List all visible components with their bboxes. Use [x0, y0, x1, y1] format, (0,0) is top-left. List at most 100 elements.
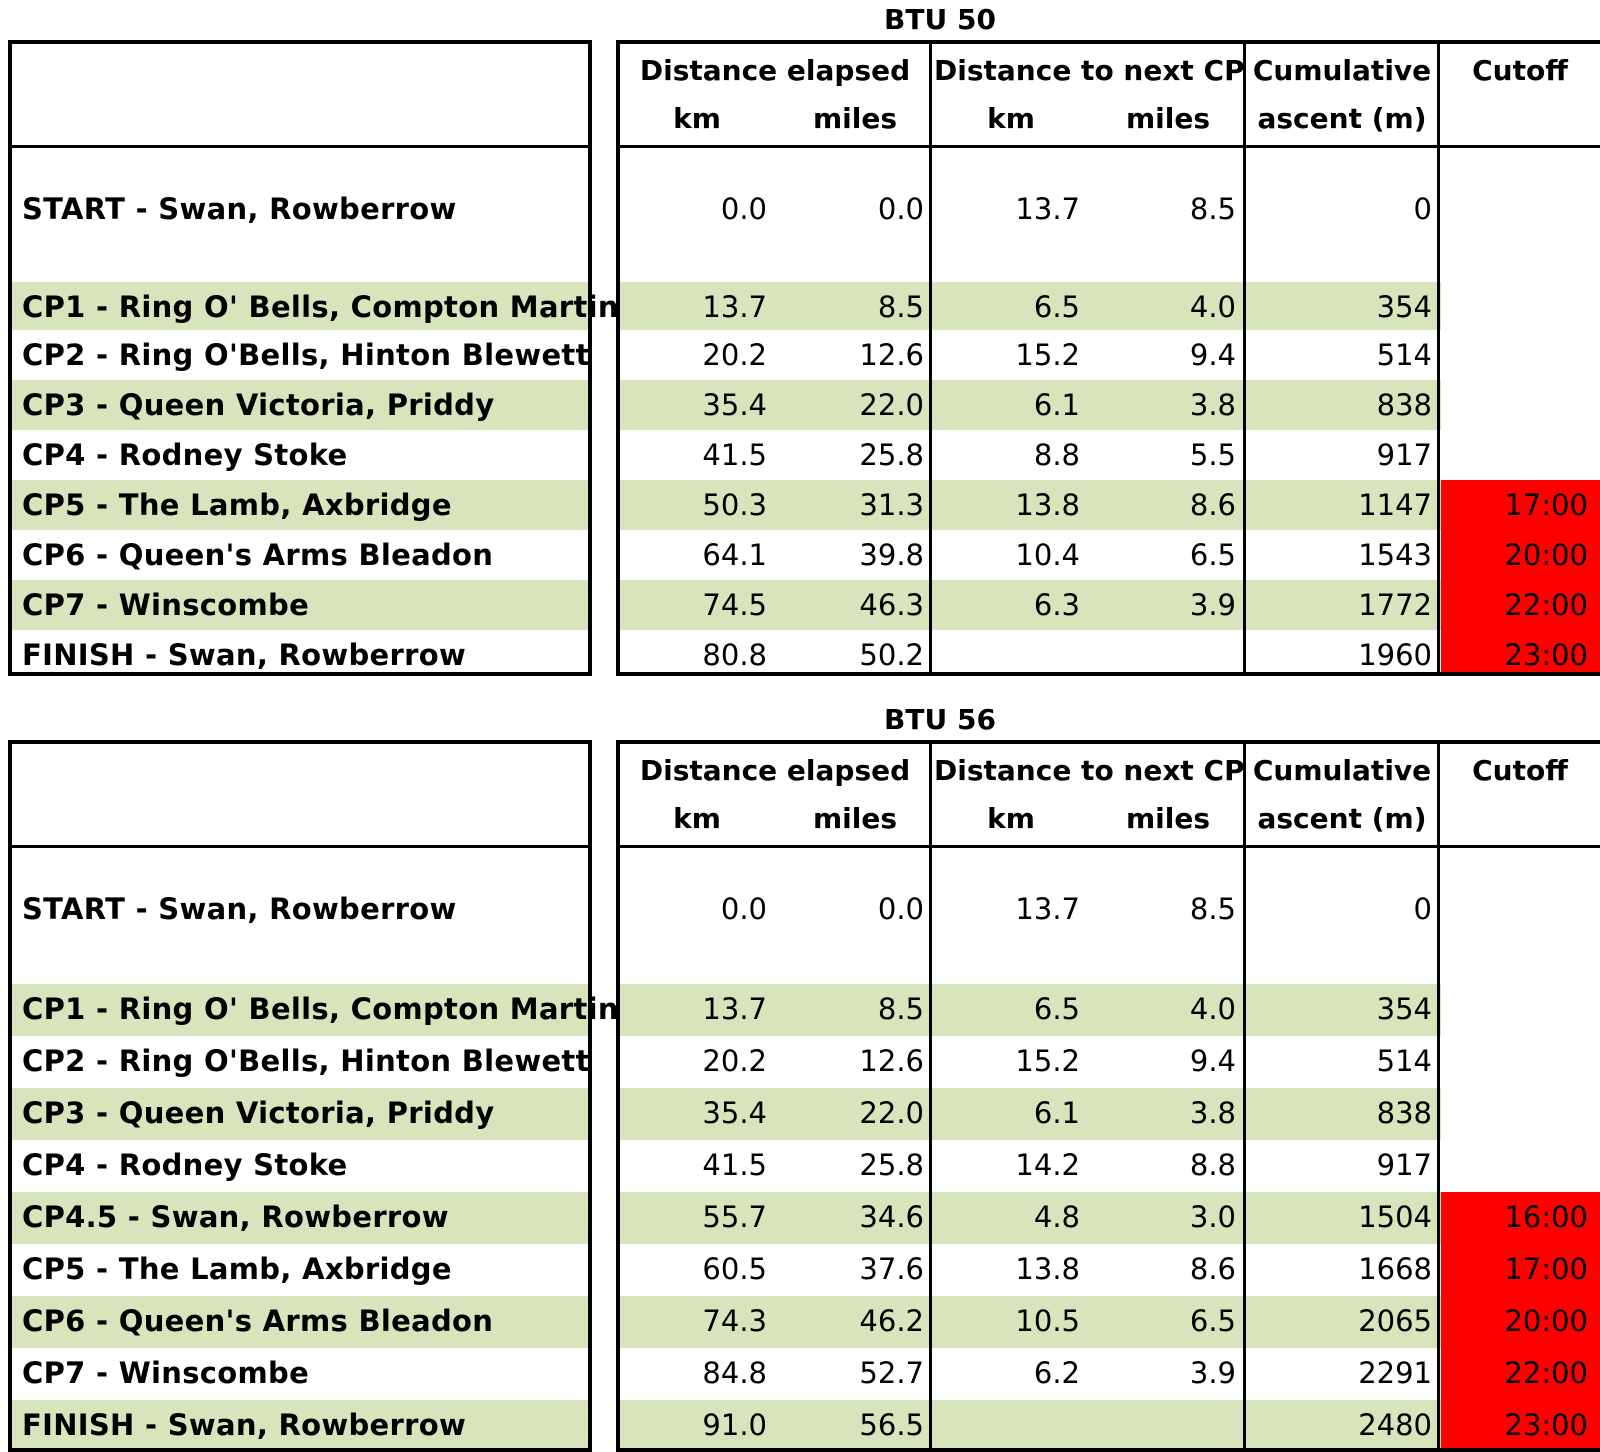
miles-header: miles	[1125, 102, 1211, 135]
checkpoint-label: CP1 - Ring O' Bells, Compton Martin	[22, 290, 619, 324]
table-caption: BTU 56	[884, 703, 996, 736]
elapsed-km: 55.7	[702, 1200, 767, 1234]
cumulative-header: Cumulative	[1252, 754, 1432, 787]
elapsed-km: 20.2	[702, 338, 767, 372]
elapsed-km: 50.3	[702, 488, 767, 522]
cumulative-ascent: 354	[1376, 992, 1432, 1026]
table-row	[620, 380, 1441, 430]
checkpoint-label: CP2 - Ring O'Bells, Hinton Blewett	[22, 1044, 590, 1078]
table-row	[620, 1192, 1441, 1244]
next-km: 6.5	[1033, 992, 1080, 1026]
column-divider	[1243, 44, 1246, 672]
cutoff-time: 16:00	[1504, 1200, 1588, 1234]
checkpoint-label: CP5 - The Lamb, Axbridge	[22, 1252, 452, 1286]
table-row: CP6 - Queen's Arms Bleadon	[12, 1296, 588, 1348]
next-miles: 3.9	[1189, 588, 1236, 622]
elapsed-miles: 34.6	[859, 1200, 924, 1234]
schedule-table: BTU 56 START - Swan, Rowberrow CP1 - Ring …	[0, 700, 1600, 1452]
next-miles: 4.0	[1189, 290, 1236, 324]
cutoff-header: Cutoff	[1472, 754, 1568, 787]
elapsed-km: 74.5	[702, 588, 767, 622]
elapsed-km: 41.5	[702, 438, 767, 472]
ascent-header: ascent (m)	[1257, 102, 1427, 135]
cumulative-ascent: 0	[1413, 892, 1432, 926]
table-row: FINISH - Swan, Rowberrow	[12, 1400, 588, 1448]
next-miles: 6.5	[1189, 538, 1236, 572]
table-caption: BTU 50	[884, 3, 996, 36]
table-row: CP7 - Winscombe	[12, 1348, 588, 1400]
table-row	[620, 580, 1441, 630]
figures-block: 0.0 0.0 13.7 8.5 0 13.7 8.5 6.5 4.0 354 20.2 12.6 15…	[616, 740, 1600, 1452]
cumulative-ascent: 2065	[1358, 1304, 1432, 1338]
distance-next-header: Distance to next CP	[934, 754, 1245, 787]
cutoff-time: 17:00	[1504, 1252, 1588, 1286]
km-header: km	[673, 802, 721, 835]
next-miles: 3.0	[1189, 1200, 1236, 1234]
elapsed-miles: 46.2	[859, 1304, 924, 1338]
checkpoint-label: CP4 - Rodney Stoke	[22, 438, 348, 472]
next-miles: 3.8	[1189, 388, 1236, 422]
cumulative-ascent: 2480	[1358, 1408, 1432, 1442]
elapsed-miles: 22.0	[859, 388, 924, 422]
elapsed-miles: 52.7	[859, 1356, 924, 1390]
cutoff-cell	[1441, 1192, 1600, 1244]
column-divider	[1437, 744, 1440, 1448]
checkpoint-label: FINISH - Swan, Rowberrow	[22, 638, 467, 672]
next-km: 13.7	[1015, 892, 1080, 926]
cutoff-time: 17:00	[1504, 488, 1588, 522]
cutoff-time: 23:00	[1504, 1408, 1588, 1442]
km-header: km	[987, 802, 1035, 835]
elapsed-miles: 0.0	[877, 192, 924, 226]
next-km: 15.2	[1015, 1044, 1080, 1078]
next-km: 6.5	[1033, 290, 1080, 324]
column-divider	[929, 44, 932, 672]
table-row: CP2 - Ring O'Bells, Hinton Blewett	[12, 330, 589, 380]
table-row	[620, 984, 1441, 1036]
elapsed-miles: 25.8	[859, 438, 924, 472]
table-row	[620, 480, 1441, 530]
table-row: CP2 - Ring O'Bells, Hinton Blewett	[12, 1036, 590, 1088]
cutoff-cell	[1441, 480, 1600, 530]
checkpoint-label: CP3 - Queen Victoria, Priddy	[22, 388, 495, 422]
miles-header: miles	[812, 102, 898, 135]
figures-header	[620, 744, 1600, 848]
checkpoint-label: CP5 - The Lamb, Axbridge	[22, 488, 452, 522]
table-row: START - Swan, Rowberrow	[12, 184, 588, 284]
checkpoint-label: CP7 - Winscombe	[22, 1356, 310, 1390]
elapsed-miles: 50.2	[859, 638, 924, 672]
checkpoint-label: CP6 - Queen's Arms Bleadon	[22, 1304, 494, 1338]
cumulative-ascent: 1543	[1358, 538, 1432, 572]
km-header: km	[987, 102, 1035, 135]
elapsed-km: 60.5	[702, 1252, 767, 1286]
next-miles: 6.5	[1189, 1304, 1236, 1338]
km-header: km	[673, 102, 721, 135]
next-miles: 9.4	[1189, 1044, 1236, 1078]
cumulative-ascent: 838	[1376, 1096, 1432, 1130]
next-miles: 4.0	[1189, 992, 1236, 1026]
checkpoint-label: FINISH - Swan, Rowberrow	[22, 1408, 467, 1442]
cumulative-ascent: 838	[1376, 388, 1432, 422]
elapsed-miles: 22.0	[859, 1096, 924, 1130]
checkpoint-label: CP3 - Queen Victoria, Priddy	[22, 1096, 495, 1130]
figures-header	[620, 44, 1600, 148]
table-row: CP5 - The Lamb, Axbridge	[12, 1244, 588, 1296]
table-row	[620, 1088, 1441, 1140]
table-row: CP6 - Queen's Arms Bleadon	[12, 530, 588, 580]
ascent-header: ascent (m)	[1257, 802, 1427, 835]
checkpoint-header	[12, 44, 588, 148]
cutoff-cell	[1441, 630, 1600, 672]
next-miles: 3.8	[1189, 1096, 1236, 1130]
cutoff-cell	[1441, 1348, 1600, 1400]
checkpoint-column: START - Swan, Rowberrow CP1 - Ring O' Bel…	[8, 740, 618, 1452]
table-row: CP1 - Ring O' Bells, Compton Martin	[12, 984, 618, 1036]
next-km: 10.5	[1015, 1304, 1080, 1338]
column-divider	[1243, 744, 1246, 1448]
checkpoint-label: CP1 - Ring O' Bells, Compton Martin	[22, 992, 619, 1026]
table-row: FINISH - Swan, Rowberrow	[12, 630, 588, 672]
next-km: 13.7	[1015, 192, 1080, 226]
elapsed-km: 20.2	[702, 1044, 767, 1078]
checkpoint-column: START - Swan, Rowberrow CP1 - Ring O' Bel…	[8, 40, 618, 676]
elapsed-km: 13.7	[702, 992, 767, 1026]
table-row: CP7 - Winscombe	[12, 580, 588, 630]
elapsed-km: 64.1	[702, 538, 767, 572]
